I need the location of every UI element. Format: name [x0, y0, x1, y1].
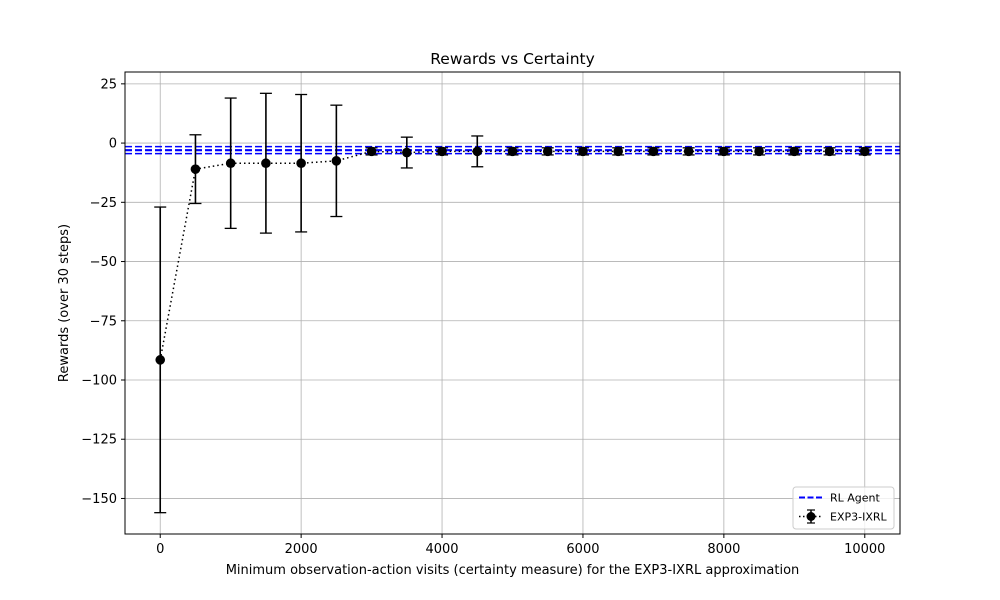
- exp3-ixrl-point: [578, 146, 588, 157]
- exp3-ixrl-point: [754, 146, 764, 157]
- exp3-ixrl-point: [331, 156, 342, 166]
- exp3-ixrl-point: [261, 158, 271, 169]
- exp3-ixrl-point: [789, 146, 800, 157]
- exp3-ixrl-point: [402, 147, 412, 158]
- exp3-ixrl-point: [225, 158, 236, 169]
- x-axis-label: Minimum observation-action visits (certa…: [226, 563, 800, 578]
- x-tick-label: 6000: [566, 542, 599, 557]
- exp3-ixrl-point: [719, 146, 729, 157]
- axes: [124, 71, 901, 535]
- x-tick-label: 0: [156, 542, 164, 557]
- y-tick-label: −75: [90, 314, 117, 329]
- exp3-ixrl-point: [507, 146, 518, 157]
- ticks: 0 2000 4000 6000 8000 10000 25 0 −25 −50 −75 −100 −1…: [81, 77, 885, 557]
- legend-exp3-ixrl-label: EXP3-IXRL: [830, 511, 888, 524]
- grid: [125, 72, 900, 534]
- y-tick-label: 0: [109, 137, 117, 152]
- exp3-ixrl-point: [859, 146, 870, 157]
- exp3-ixrl-point: [542, 146, 553, 157]
- y-tick-label: −25: [90, 196, 117, 211]
- legend-exp3-ixrl-marker: [806, 512, 816, 521]
- x-tick-label: 8000: [707, 542, 740, 557]
- plot-frame: [124, 71, 901, 535]
- reference-lines: [125, 145, 900, 155]
- y-tick-label: −150: [81, 492, 117, 507]
- exp3-ixrl-point: [366, 146, 377, 157]
- y-axis-label: Rewards (over 30 steps): [57, 224, 72, 382]
- y-tick-label: −50: [90, 255, 117, 270]
- y-tick-label: −100: [81, 374, 117, 389]
- exp3-ixrl-point: [190, 164, 201, 174]
- exp3-ixrl-point: [437, 146, 447, 157]
- exp3-ixrl-point: [155, 355, 166, 365]
- x-tick-label: 10000: [844, 542, 885, 557]
- legend-rl-agent-label: RL Agent: [830, 492, 881, 505]
- exp3-ixrl-point: [824, 146, 835, 157]
- legend: RL Agent EXP3-IXRL: [792, 486, 895, 530]
- exp3-ixrl-line: [159, 150, 865, 360]
- y-tick-label: 25: [100, 77, 117, 92]
- exp3-ixrl-point: [296, 158, 306, 169]
- exp3-ixrl-point: [613, 146, 623, 157]
- y-tick-label: −125: [81, 433, 117, 448]
- x-tick-label: 4000: [425, 542, 458, 557]
- exp3-ixrl-point: [472, 146, 483, 157]
- exp3-ixrl-point: [648, 146, 659, 157]
- exp3-ixrl-point: [683, 146, 694, 157]
- chart-title: Rewards vs Certainty: [430, 50, 595, 68]
- x-tick-label: 2000: [285, 542, 318, 557]
- series-group: [154, 92, 871, 514]
